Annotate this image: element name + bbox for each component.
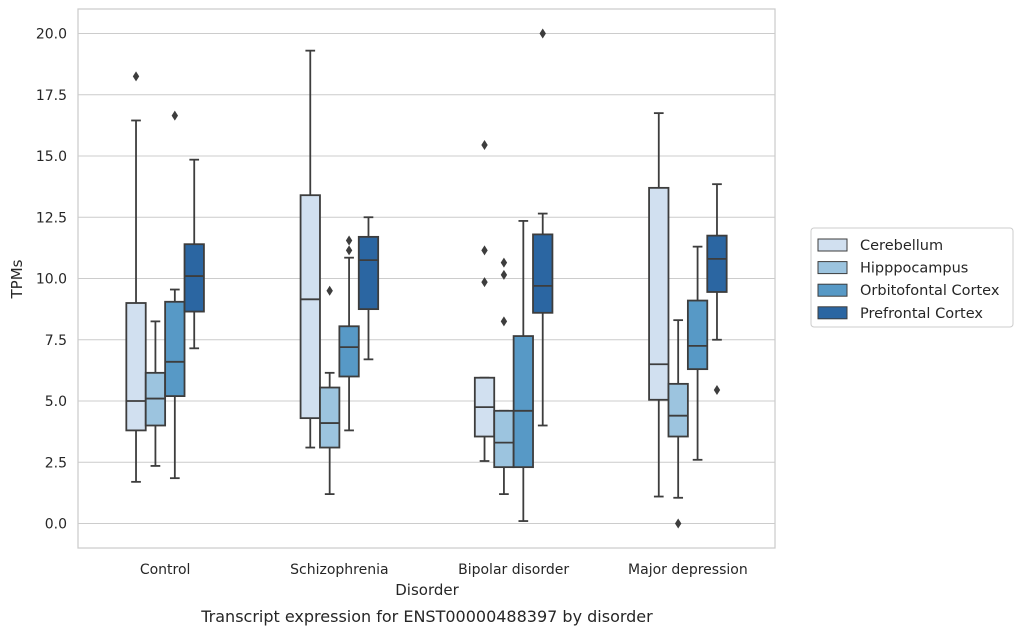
x-tick-label: Schizophrenia (290, 562, 388, 578)
box-iqr (512, 335, 534, 469)
box-orbitofontal-cortex (686, 245, 709, 461)
box-iqr (338, 325, 360, 378)
outlier-point (674, 518, 682, 529)
legend-swatch (817, 238, 848, 252)
box-prefrontal-cortex (532, 28, 554, 427)
y-tick-label: 20.0 (36, 27, 67, 43)
box-iqr (164, 300, 186, 397)
box-cerebellum (299, 49, 321, 449)
y-tick-labels: 0.0 2.5 5.0 7.5 10.0 12.5 15.0 17.5 20.0 (36, 27, 67, 533)
x-axis-title: Disorder (395, 581, 459, 599)
box-iqr (667, 382, 689, 438)
box-orbitofontal-cortex (512, 220, 534, 522)
outlier-point (132, 71, 140, 82)
box-iqr (532, 233, 554, 314)
box-iqr (183, 243, 205, 313)
box-hipppocampus (319, 285, 341, 496)
x-tick-labels: Control Schizophrenia Bipolar disorder Majo… (140, 562, 748, 578)
legend-swatch (817, 283, 848, 297)
box-iqr (299, 194, 321, 420)
legend-label: Hipppocampus (860, 261, 968, 277)
outlier-point (481, 277, 488, 288)
x-tick-label: Bipolar disorder (458, 562, 569, 578)
box-groups (125, 28, 728, 529)
box-hipppocampus (144, 320, 167, 467)
box-orbitofontal-cortex (164, 110, 186, 480)
box-cerebellum (648, 112, 670, 498)
figure-caption: Transcript expression for ENST0000048839… (200, 607, 653, 626)
legend-label: Prefrontal Cortex (860, 306, 983, 322)
box-cerebellum (473, 139, 496, 462)
y-tick-label: 17.5 (36, 88, 67, 104)
box-iqr (706, 234, 728, 293)
legend-swatch (817, 261, 848, 275)
x-tick-label: Control (140, 562, 191, 578)
y-axis-title: TPMs (8, 259, 26, 299)
box-iqr (648, 186, 670, 401)
box-iqr (686, 299, 709, 371)
legend: Cerebellum Hipppocampus Orbitofontal Corte… (810, 227, 1014, 328)
outlier-point (539, 28, 546, 39)
outlier-point (481, 245, 488, 256)
box-hipppocampus (667, 319, 689, 529)
outlier-point (345, 245, 353, 256)
box-orbitofontal-cortex (338, 235, 360, 432)
y-tick-label: 5.0 (45, 394, 67, 410)
outlier-point (345, 235, 353, 246)
outlier-point (171, 110, 179, 121)
outlier-point (713, 384, 721, 395)
box-prefrontal-cortex (706, 183, 728, 395)
box-iqr (319, 386, 341, 449)
y-tick-label: 15.0 (36, 149, 67, 165)
box-cerebellum (125, 71, 147, 483)
outlier-point (500, 269, 508, 280)
legend-label: Cerebellum (860, 238, 943, 254)
plot-area-frame (77, 8, 776, 549)
legend-entries: Cerebellum Hipppocampus Orbitofontal Corte… (817, 238, 1000, 322)
outlier-point (500, 316, 508, 327)
outlier-point (326, 285, 333, 296)
box-prefrontal-cortex (183, 158, 205, 350)
outlier-point (500, 257, 508, 268)
legend-swatch (817, 306, 848, 320)
box-iqr (357, 235, 380, 311)
outlier-point (481, 139, 488, 150)
y-tick-label: 0.0 (45, 517, 67, 533)
y-tick-label: 2.5 (45, 455, 67, 471)
box-iqr (493, 409, 515, 469)
y-tick-label: 12.5 (36, 210, 67, 226)
x-tick-label: Major depression (628, 562, 748, 578)
legend-frame (810, 227, 1014, 328)
y-tick-label: 7.5 (45, 333, 67, 349)
box-prefrontal-cortex (357, 216, 380, 361)
legend-label: Orbitofontal Cortex (860, 283, 1000, 299)
y-tick-label: 10.0 (36, 272, 67, 288)
box-iqr (125, 302, 147, 432)
